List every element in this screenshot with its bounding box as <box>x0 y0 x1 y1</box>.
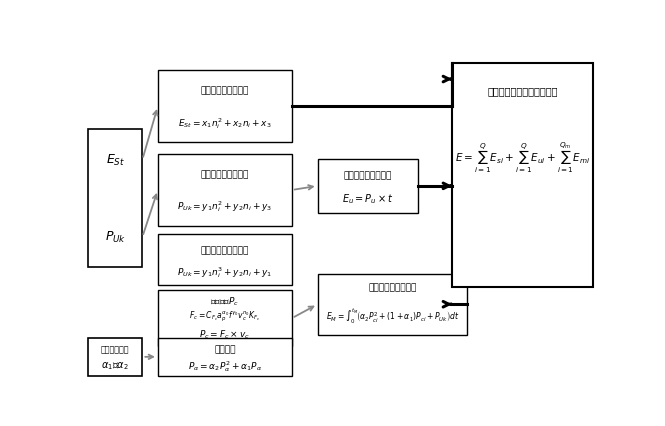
Bar <box>452 64 593 287</box>
Bar <box>318 159 418 213</box>
Bar <box>318 274 467 335</box>
Text: $P_{Uk} = y_1n_i^3 + y_2n_i + y_1$: $P_{Uk} = y_1n_i^3 + y_2n_i + y_1$ <box>178 264 273 279</box>
Bar <box>88 130 142 268</box>
Text: 加工子过程预测能耗: 加工子过程预测能耗 <box>368 283 416 292</box>
Bar <box>158 235 292 286</box>
Text: $P_c = F_c \times v_c$: $P_c = F_c \times v_c$ <box>200 328 250 340</box>
Text: $E_{\mathit{St}}$: $E_{\mathit{St}}$ <box>106 153 125 168</box>
Text: $E_u = P_u \times t$: $E_u = P_u \times t$ <box>342 191 394 205</box>
Text: 空载子过程预测能耗: 空载子过程预测能耗 <box>344 171 392 180</box>
Text: $F_c = C_{F_c}a_p^{\alpha_0}f^{\gamma_0}v_c^{n_0}K_{F_c}$: $F_c = C_{F_c}a_p^{\alpha_0}f^{\gamma_0}… <box>189 309 261 323</box>
Text: 附加功率: 附加功率 <box>214 345 235 354</box>
Text: $E_M = \int_0^{t_M}\!\left(\alpha_2P_{ci}^2+(1+\alpha_1)P_{ci}+P_{Uk}\right)dt$: $E_M = \int_0^{t_M}\!\left(\alpha_2P_{ci… <box>325 305 460 325</box>
Text: $P_{\alpha} = \alpha_2P_{\alpha}^2 + \alpha_1P_{\alpha}$: $P_{\alpha} = \alpha_2P_{\alpha}^2 + \al… <box>188 358 262 373</box>
Text: $E_{St} = x_1n_i^2 + x_2n_i + x_3$: $E_{St} = x_1n_i^2 + x_2n_i + x_3$ <box>178 115 272 130</box>
Text: 切削功率$P_c$: 切削功率$P_c$ <box>210 294 239 307</box>
Text: $P_{\mathit{Uk}}$: $P_{\mathit{Uk}}$ <box>104 230 126 245</box>
Bar <box>158 155 292 227</box>
Text: 启动子过程能耗函数: 启动子过程能耗函数 <box>201 86 249 95</box>
Text: $E=\sum_{i=1}^{Q}E_{si}+\sum_{i=1}^{Q}E_{ui}+\sum_{i=1}^{Q_m}E_{mi}$: $E=\sum_{i=1}^{Q}E_{si}+\sum_{i=1}^{Q}E_… <box>455 141 590 175</box>
Bar <box>158 71 292 143</box>
Bar <box>88 338 142 376</box>
Text: $P_{Uk} = y_1n_i^2 + y_2n_i + y_3$: $P_{Uk} = y_1n_i^2 + y_2n_i + y_3$ <box>178 199 273 214</box>
Bar <box>158 338 292 376</box>
Text: 空载子过程功率消耗: 空载子过程功率消耗 <box>201 170 249 179</box>
Text: $\alpha_1$、$\alpha_2$: $\alpha_1$、$\alpha_2$ <box>101 360 129 371</box>
Text: 试验方法获得: 试验方法获得 <box>101 345 130 354</box>
Text: 加工子过程空载功率: 加工子过程空载功率 <box>201 245 249 255</box>
Text: 数控机床服役过程预测能量: 数控机床服役过程预测能量 <box>487 86 558 96</box>
Bar <box>158 291 292 346</box>
